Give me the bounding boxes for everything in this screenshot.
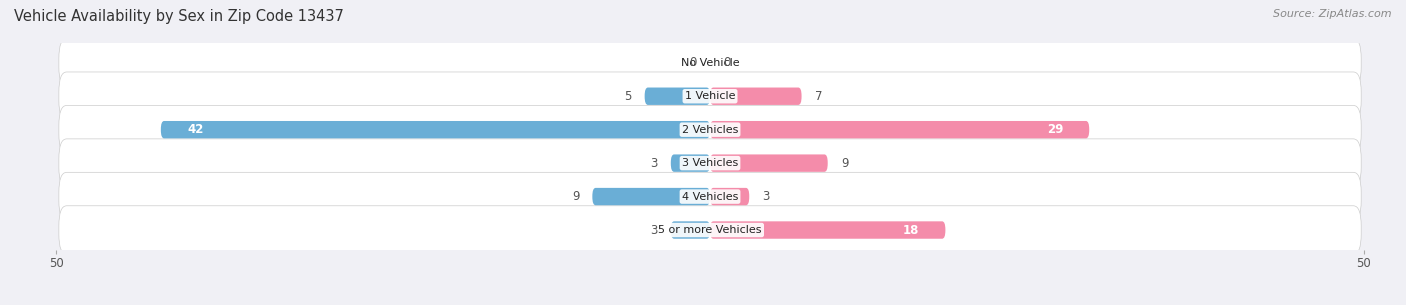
Text: Vehicle Availability by Sex in Zip Code 13437: Vehicle Availability by Sex in Zip Code …	[14, 9, 344, 24]
FancyBboxPatch shape	[59, 38, 1361, 87]
Text: 18: 18	[903, 224, 920, 237]
FancyBboxPatch shape	[671, 221, 710, 239]
FancyBboxPatch shape	[710, 221, 945, 239]
FancyBboxPatch shape	[59, 72, 1361, 120]
FancyBboxPatch shape	[59, 106, 1361, 154]
Text: 3: 3	[762, 190, 769, 203]
Text: 0: 0	[689, 56, 697, 69]
Text: 4 Vehicles: 4 Vehicles	[682, 192, 738, 202]
FancyBboxPatch shape	[710, 188, 749, 205]
FancyBboxPatch shape	[710, 121, 1090, 138]
FancyBboxPatch shape	[644, 88, 710, 105]
Text: 29: 29	[1046, 123, 1063, 136]
Text: 7: 7	[814, 90, 823, 103]
Text: 3: 3	[651, 224, 658, 237]
FancyBboxPatch shape	[59, 139, 1361, 187]
Text: 0: 0	[723, 56, 731, 69]
FancyBboxPatch shape	[592, 188, 710, 205]
Text: 2 Vehicles: 2 Vehicles	[682, 125, 738, 135]
Text: 3: 3	[651, 157, 658, 170]
FancyBboxPatch shape	[59, 206, 1361, 254]
Text: 5 or more Vehicles: 5 or more Vehicles	[658, 225, 762, 235]
Text: Source: ZipAtlas.com: Source: ZipAtlas.com	[1274, 9, 1392, 19]
Text: 42: 42	[187, 123, 204, 136]
FancyBboxPatch shape	[710, 154, 828, 172]
Text: 3 Vehicles: 3 Vehicles	[682, 158, 738, 168]
FancyBboxPatch shape	[671, 154, 710, 172]
Text: 9: 9	[841, 157, 848, 170]
Text: No Vehicle: No Vehicle	[681, 58, 740, 68]
FancyBboxPatch shape	[710, 88, 801, 105]
FancyBboxPatch shape	[160, 121, 710, 138]
Text: 9: 9	[572, 190, 579, 203]
Text: 1 Vehicle: 1 Vehicle	[685, 91, 735, 101]
Text: 5: 5	[624, 90, 631, 103]
FancyBboxPatch shape	[59, 172, 1361, 221]
